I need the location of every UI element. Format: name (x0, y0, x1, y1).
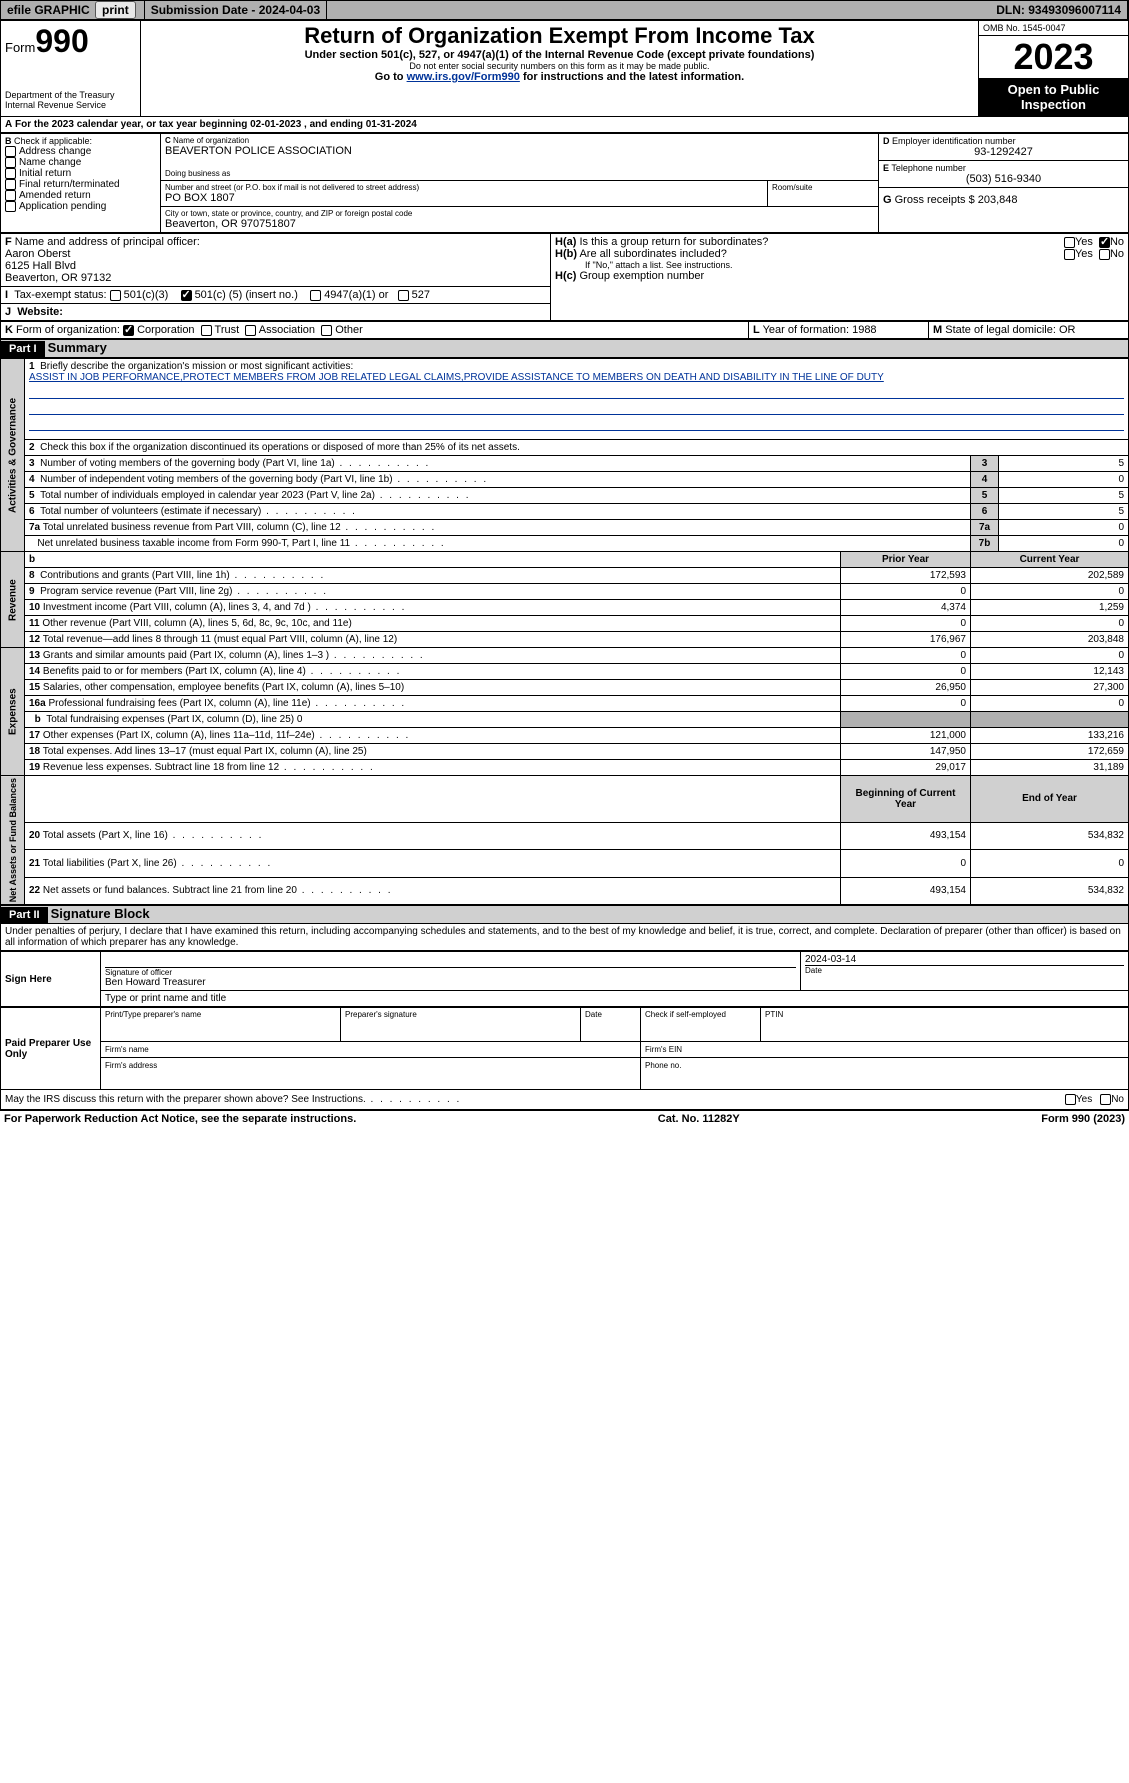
part1-header: Part I Summary (0, 339, 1129, 358)
cb-address-change[interactable]: Address change (5, 146, 156, 157)
dln: DLN: 93493096007114 (990, 1, 1128, 19)
cb-initial-return[interactable]: Initial return (5, 168, 156, 179)
section-b: B Check if applicable: Address change Na… (1, 134, 161, 233)
ha-yes[interactable]: Yes (1064, 236, 1093, 248)
year-cell: OMB No. 1545-0047 2023 Open to Public In… (979, 21, 1129, 117)
cb-501c[interactable]: 501(c) (5) (insert no.) (181, 289, 298, 301)
section-i: I Tax-exempt status: 501(c)(3) 501(c) (5… (1, 287, 551, 304)
val-7a: 0 (999, 520, 1129, 536)
cb-trust[interactable]: Trust (201, 324, 240, 336)
officer-name: Aaron Oberst (5, 248, 70, 260)
top-toolbar: efile GRAPHIC print Submission Date - 20… (0, 0, 1129, 20)
dept-irs: Internal Revenue Service (5, 100, 136, 110)
street-address: PO BOX 1807 (165, 192, 763, 204)
part1-tag: Part I (1, 341, 45, 357)
sign-here-label: Sign Here (1, 952, 101, 1007)
cb-name-change[interactable]: Name change (5, 157, 156, 168)
irs-link[interactable]: www.irs.gov/Form990 (407, 71, 520, 83)
val-7b: 0 (999, 536, 1129, 552)
form-header: Form990 Department of the Treasury Inter… (0, 20, 1129, 117)
print-button[interactable]: print (95, 1, 136, 19)
goto-line: Go to www.irs.gov/Form990 for instructio… (145, 71, 974, 83)
klm-block: K Form of organization: Corporation Trus… (0, 321, 1129, 339)
section-c-name: C Name of organization BEAVERTON POLICE … (161, 134, 879, 181)
side-netassets: Net Assets or Fund Balances (1, 776, 25, 905)
cb-corporation[interactable]: Corporation (123, 324, 195, 336)
org-info-block: B Check if applicable: Address change Na… (0, 133, 1129, 233)
cb-other[interactable]: Other (321, 324, 363, 336)
sign-here-block: Sign Here Signature of officer Ben Howar… (0, 951, 1129, 1007)
paid-preparer-label: Paid Preparer Use Only (1, 1008, 101, 1090)
side-activities: Activities & Governance (1, 359, 25, 552)
cb-self-employed[interactable]: Check if self-employed (645, 1010, 756, 1019)
title-cell: Return of Organization Exempt From Incom… (141, 21, 979, 117)
section-c-address: Number and street (or P.O. box if mail i… (161, 181, 879, 207)
officer-signature-name: Ben Howard Treasurer (105, 977, 796, 988)
dept-treasury: Department of the Treasury (5, 90, 136, 100)
cb-4947[interactable]: 4947(a)(1) or (310, 289, 388, 301)
cb-association[interactable]: Association (245, 324, 315, 336)
gross-receipts: 203,848 (978, 194, 1018, 206)
side-revenue: Revenue (1, 552, 25, 648)
side-expenses: Expenses (1, 648, 25, 776)
section-deg: D Employer identification number 93-1292… (879, 134, 1129, 233)
val-4: 0 (999, 472, 1129, 488)
section-j: J Website: (1, 304, 551, 321)
val-6: 5 (999, 504, 1129, 520)
part2-tag: Part II (1, 907, 48, 923)
part2-title: Signature Block (51, 906, 150, 921)
submission-date: Submission Date - 2024-04-03 (145, 1, 327, 19)
public-inspection: Open to Public Inspection (979, 78, 1128, 116)
cb-application-pending[interactable]: Application pending (5, 201, 156, 212)
part1-title: Summary (48, 340, 107, 355)
discuss-no[interactable]: No (1100, 1094, 1124, 1105)
cb-amended-return[interactable]: Amended return (5, 190, 156, 201)
cb-527[interactable]: 527 (398, 289, 430, 301)
footer-mid: Cat. No. 11282Y (658, 1113, 740, 1125)
cb-501c3[interactable]: 501(c)(3) (110, 289, 169, 301)
officer-street: 6125 Hall Blvd (5, 260, 76, 272)
part2-header: Part II Signature Block (0, 905, 1129, 924)
telephone: (503) 516-9340 (883, 173, 1124, 185)
ha-no[interactable]: No (1099, 236, 1124, 248)
ein: 93-1292427 (883, 146, 1124, 158)
page-footer: For Paperwork Reduction Act Notice, see … (0, 1110, 1129, 1127)
col-current: Current Year (971, 552, 1129, 568)
section-m: M State of legal domicile: OR (929, 322, 1129, 339)
footer-right: Form 990 (2023) (1041, 1113, 1125, 1125)
footer-left: For Paperwork Reduction Act Notice, see … (4, 1113, 356, 1125)
form-number-cell: Form990 Department of the Treasury Inter… (1, 21, 141, 117)
form-title: Return of Organization Exempt From Incom… (145, 23, 974, 49)
org-name: BEAVERTON POLICE ASSOCIATION (165, 145, 874, 157)
section-l: L Year of formation: 1988 (749, 322, 929, 339)
paid-preparer-block: Paid Preparer Use Only Print/Type prepar… (0, 1007, 1129, 1090)
hb-no[interactable]: No (1099, 248, 1124, 260)
officer-city: Beaverton, OR 97132 (5, 272, 111, 284)
summary-table: Activities & Governance 1 Briefly descri… (0, 358, 1129, 905)
col-begin: Beginning of Current Year (841, 776, 971, 823)
section-k: K Form of organization: Corporation Trus… (1, 322, 749, 339)
line-a: A For the 2023 calendar year, or tax yea… (0, 117, 1129, 133)
val-3: 5 (999, 456, 1129, 472)
city-state-zip: Beaverton, OR 970751807 (165, 218, 874, 230)
discuss-row: May the IRS discuss this return with the… (0, 1090, 1129, 1110)
hb-yes[interactable]: Yes (1064, 248, 1093, 260)
section-c-city: City or town, state or province, country… (161, 207, 879, 233)
section-f: F Name and address of principal officer:… (1, 234, 551, 287)
cb-final-return[interactable]: Final return/terminated (5, 179, 156, 190)
efile-label: efile GRAPHIC print (1, 1, 145, 19)
tax-year: 2023 (1013, 36, 1093, 77)
signature-date: 2024-03-14 (805, 954, 1124, 965)
form-subtitle: Under section 501(c), 527, or 4947(a)(1)… (145, 49, 974, 61)
officer-group-block: F Name and address of principal officer:… (0, 233, 1129, 321)
discuss-yes[interactable]: Yes (1065, 1094, 1092, 1105)
mission-text: ASSIST IN JOB PERFORMANCE,PROTECT MEMBER… (29, 372, 884, 383)
section-h: H(a) Is this a group return for subordin… (551, 234, 1129, 321)
col-end: End of Year (971, 776, 1129, 823)
col-prior: Prior Year (841, 552, 971, 568)
ssn-warning: Do not enter social security numbers on … (145, 61, 974, 71)
val-5: 5 (999, 488, 1129, 504)
perjury-statement: Under penalties of perjury, I declare th… (0, 924, 1129, 951)
